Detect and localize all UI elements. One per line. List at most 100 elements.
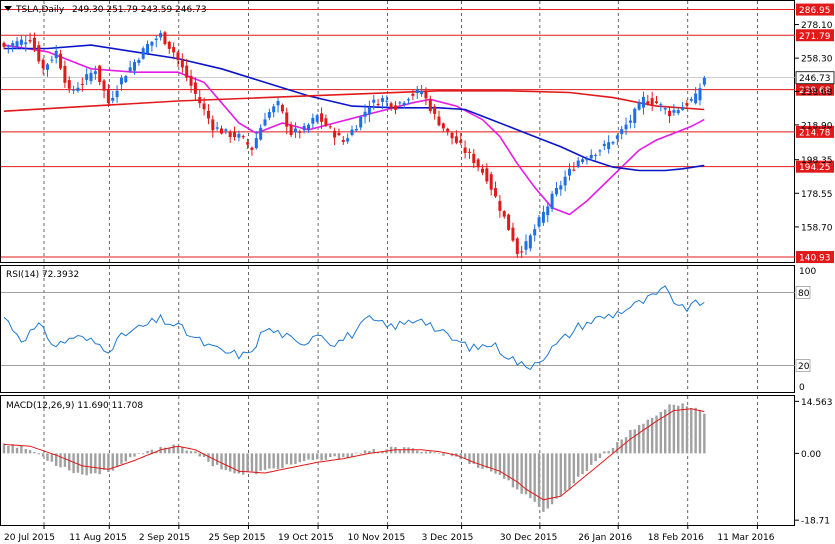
- candle-body: [93, 71, 97, 75]
- candle-body: [202, 103, 206, 110]
- macd-histogram-bar: [272, 453, 275, 469]
- macd-histogram-bar: [411, 448, 415, 454]
- macd-histogram-bar: [664, 409, 667, 454]
- macd-histogram-bar: [359, 453, 362, 455]
- macd-histogram-bar: [324, 453, 328, 460]
- candle-body: [89, 72, 93, 82]
- candle-body: [628, 120, 632, 123]
- macd-histogram-bar: [281, 453, 284, 468]
- macd-histogram-bar: [237, 453, 241, 474]
- candle-body: [76, 87, 80, 91]
- macd-histogram-bar: [368, 450, 371, 454]
- candle-body: [189, 75, 193, 86]
- candle-body: [328, 126, 332, 128]
- price-tick-label: 258.30: [801, 55, 833, 65]
- macd-histogram-bar: [485, 453, 489, 469]
- macd-histogram-bar: [163, 447, 167, 454]
- candle-body: [641, 96, 645, 108]
- candle-body: [19, 39, 23, 45]
- macd-histogram-bar: [298, 453, 301, 463]
- date-label: 3 Dec 2015: [422, 533, 474, 543]
- macd-histogram-bar: [98, 453, 101, 475]
- candle-body: [246, 142, 250, 145]
- candle-body: [607, 142, 611, 150]
- macd-histogram-bar: [463, 453, 467, 459]
- macd-histogram-bar: [181, 447, 184, 454]
- candle-body: [50, 59, 54, 61]
- candle-body: [267, 111, 271, 118]
- candle-body: [137, 60, 141, 63]
- macd-histogram-bar: [189, 451, 193, 454]
- macd-histogram-bar: [585, 453, 589, 471]
- candle-body: [407, 99, 411, 101]
- macd-histogram-bar: [329, 453, 332, 458]
- last-price-tag: [795, 71, 835, 85]
- macd-histogram-bar: [224, 453, 228, 471]
- macd-histogram-bar: [637, 425, 641, 454]
- macd-label: MACD(12,26,9) 11.690 11.708: [6, 401, 143, 411]
- candle-body: [354, 128, 358, 131]
- candle-body: [11, 43, 15, 46]
- macd-histogram-bar: [211, 453, 214, 467]
- candle-body: [402, 102, 406, 106]
- candle-body: [324, 118, 328, 126]
- rsi-scale-label: 0: [799, 383, 805, 393]
- macd-signal-line: [3, 408, 705, 501]
- candle-body: [689, 99, 693, 101]
- candle-body: [176, 52, 180, 61]
- macd-histogram-bar: [24, 448, 27, 454]
- candle-body: [233, 131, 237, 138]
- candle-body: [272, 106, 276, 113]
- macd-histogram-bar: [202, 453, 206, 458]
- candle-body: [372, 99, 376, 103]
- macd-histogram-bar: [611, 447, 615, 454]
- macd-histogram-bar: [128, 453, 132, 458]
- candle-body: [311, 118, 315, 124]
- candle-body: [293, 128, 297, 133]
- price-tick-label: 218.90: [801, 121, 833, 131]
- candle-body: [254, 138, 258, 149]
- macd-histogram-bar: [107, 453, 110, 473]
- macd-histogram-bar: [150, 449, 154, 454]
- candle-body: [111, 97, 115, 101]
- candle-body: [224, 129, 228, 131]
- candle-body: [241, 136, 245, 138]
- macd-histogram-bar: [629, 429, 632, 454]
- candlesticks: [2, 30, 706, 259]
- macd-histogram-bar: [11, 444, 14, 454]
- macd-scale-label: 14.563: [801, 398, 833, 408]
- candle-body: [285, 112, 289, 127]
- macd-histogram-bar: [494, 453, 497, 474]
- candle-body: [380, 98, 384, 102]
- candle-body: [128, 67, 132, 72]
- candle-body: [611, 142, 615, 144]
- macd-histogram-bar: [28, 450, 32, 454]
- candle-body: [6, 45, 10, 47]
- macd-histogram-bar: [503, 453, 506, 479]
- macd-histogram-bar: [659, 412, 663, 454]
- candle-body: [211, 119, 215, 131]
- candle-body: [559, 185, 563, 190]
- candle-body: [359, 116, 363, 128]
- macd-histogram-bar: [276, 453, 280, 469]
- candle-body: [624, 124, 628, 130]
- macd-histogram-bar: [215, 453, 219, 465]
- price-tick-label: 238.68: [801, 88, 833, 98]
- candle-body: [702, 77, 706, 85]
- candle-body: [646, 101, 650, 104]
- macd-histogram-bar: [546, 453, 549, 509]
- candle-body: [80, 83, 84, 85]
- candle-body: [124, 76, 128, 83]
- macd-histogram-bar: [94, 453, 97, 474]
- candle-body: [394, 105, 397, 110]
- price-level-tag: [796, 83, 834, 96]
- price-tick-label: 178.55: [801, 190, 833, 200]
- rsi-level-tag: [795, 359, 811, 372]
- symbol-dropdown-icon[interactable]: [4, 6, 12, 11]
- macd-histogram-bar: [672, 404, 676, 454]
- macd-histogram-bar: [142, 453, 145, 455]
- candle-body: [554, 188, 558, 195]
- candle-body: [28, 40, 32, 42]
- candle-body: [411, 93, 415, 96]
